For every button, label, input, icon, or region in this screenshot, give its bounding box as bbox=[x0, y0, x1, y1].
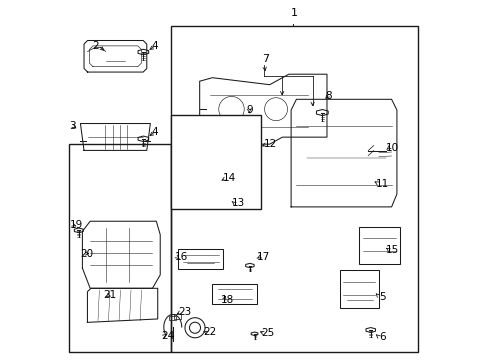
Text: 6: 6 bbox=[378, 332, 385, 342]
Text: 18: 18 bbox=[221, 295, 234, 305]
Text: 4: 4 bbox=[151, 41, 158, 50]
Text: 2: 2 bbox=[92, 41, 99, 50]
Text: 14: 14 bbox=[223, 173, 236, 183]
Text: 25: 25 bbox=[261, 328, 274, 338]
Bar bbox=[212, 284, 257, 304]
Text: 3: 3 bbox=[69, 121, 76, 131]
Text: 12: 12 bbox=[264, 139, 277, 149]
Text: 1: 1 bbox=[290, 8, 297, 18]
Text: 15: 15 bbox=[386, 245, 399, 255]
Bar bbox=[359, 226, 400, 264]
Text: 4: 4 bbox=[151, 127, 158, 136]
Text: 11: 11 bbox=[375, 179, 388, 189]
Text: 7: 7 bbox=[261, 54, 268, 64]
Text: 17: 17 bbox=[257, 252, 270, 262]
Text: 22: 22 bbox=[203, 327, 216, 337]
Text: 13: 13 bbox=[231, 198, 244, 208]
Bar bbox=[174, 314, 180, 319]
Text: 24: 24 bbox=[161, 331, 174, 341]
Bar bbox=[178, 249, 223, 269]
Bar bbox=[69, 144, 171, 352]
Text: 23: 23 bbox=[178, 307, 191, 317]
Text: 9: 9 bbox=[246, 105, 252, 115]
Text: 10: 10 bbox=[386, 143, 399, 153]
Text: 21: 21 bbox=[102, 290, 116, 300]
Text: 20: 20 bbox=[80, 248, 93, 258]
Bar bbox=[171, 116, 260, 209]
Bar bbox=[169, 316, 176, 320]
Bar bbox=[171, 26, 418, 352]
Text: 16: 16 bbox=[174, 252, 187, 262]
Text: 19: 19 bbox=[69, 220, 82, 230]
Text: 5: 5 bbox=[378, 292, 385, 302]
Text: 8: 8 bbox=[325, 91, 331, 101]
Bar bbox=[339, 270, 378, 308]
